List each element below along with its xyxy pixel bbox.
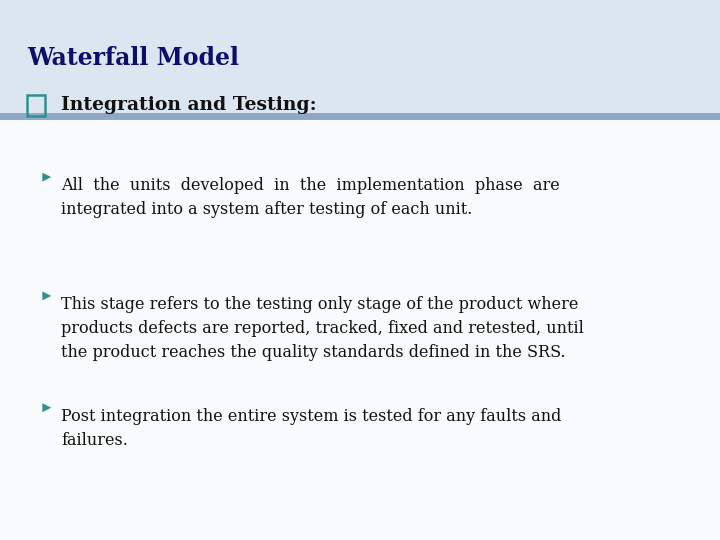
Text: Waterfall Model: Waterfall Model (27, 46, 239, 70)
Text: This stage refers to the testing only stage of the product where
products defect: This stage refers to the testing only st… (61, 296, 584, 361)
Text: All  the  units  developed  in  the  implementation  phase  are
integrated into : All the units developed in the implement… (61, 177, 560, 218)
Text: Integration and Testing:: Integration and Testing: (61, 96, 317, 114)
Bar (0, 0, 720, 116)
Bar (27, 95, 45, 116)
Text: Post integration the entire system is tested for any faults and
failures.: Post integration the entire system is te… (61, 408, 562, 449)
